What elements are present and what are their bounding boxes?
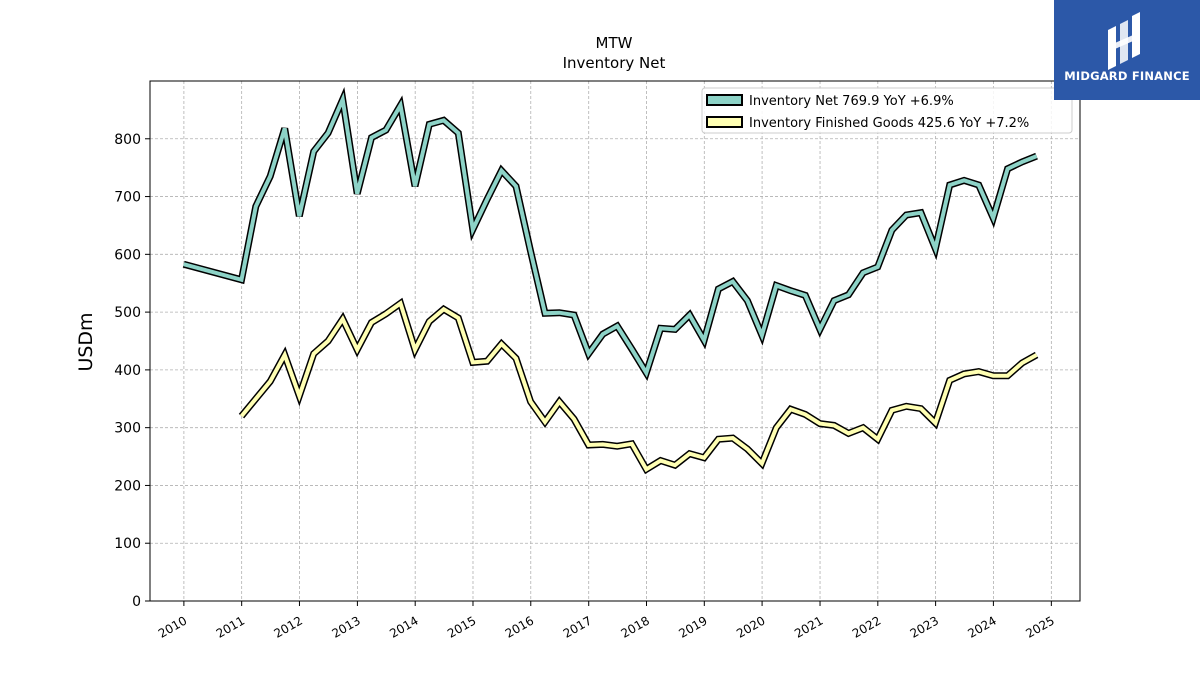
legend-label: Inventory Net 769.9 YoY +6.9% xyxy=(749,94,954,109)
y-tick-label: 0 xyxy=(132,594,141,610)
x-tick-label: 2015 xyxy=(445,613,478,640)
y-tick-label: 500 xyxy=(114,305,141,321)
chart-title: MTW xyxy=(596,34,633,52)
y-tick-label: 800 xyxy=(114,132,141,148)
y-tick-label: 300 xyxy=(114,421,141,437)
legend-label: Inventory Finished Goods 425.6 YoY +7.2% xyxy=(749,116,1029,131)
x-tick-label: 2022 xyxy=(850,613,883,640)
x-tick-label: 2010 xyxy=(156,613,189,640)
legend-swatch xyxy=(706,116,743,128)
x-tick-label: 2024 xyxy=(965,613,998,640)
plot-frame xyxy=(149,80,1081,602)
y-tick-label: 100 xyxy=(114,536,141,552)
legend: Inventory Net 769.9 YoY +6.9% Inventory F… xyxy=(701,87,1073,134)
x-tick-label: 2017 xyxy=(561,613,594,640)
chart-subtitle: Inventory Net xyxy=(563,54,666,72)
x-tick-label: 2014 xyxy=(387,613,420,640)
brand-name: MIDGARD FINANCE xyxy=(1064,69,1190,83)
y-tick-label: 600 xyxy=(114,247,141,263)
y-axis-label: USDm xyxy=(75,312,97,371)
y-tick-label: 200 xyxy=(114,478,141,494)
series-layer xyxy=(182,87,1039,475)
grid xyxy=(150,81,1080,602)
midgard-logo-icon xyxy=(1108,12,1140,70)
legend-swatch xyxy=(706,94,743,106)
x-tick-label: 2013 xyxy=(329,613,362,640)
series-line xyxy=(183,92,1038,378)
x-tick-label: 2020 xyxy=(734,613,767,640)
axes: 0 100 200 300 400 500 600 700 800 2010 2011 2012 201… xyxy=(114,80,1081,641)
series-outline xyxy=(238,297,1039,475)
x-tick-label: 2019 xyxy=(676,613,709,640)
y-tick-label: 700 xyxy=(114,190,141,206)
x-tick-label: 2021 xyxy=(792,613,825,640)
series-line xyxy=(239,300,1038,473)
x-tick-label: 2018 xyxy=(619,613,652,640)
legend-box xyxy=(701,87,1073,134)
brand-logo: MIDGARD FINANCE xyxy=(1054,0,1200,100)
x-tick-label: 2023 xyxy=(908,613,941,640)
x-tick-label: 2016 xyxy=(503,613,536,640)
y-tick-label: 400 xyxy=(114,363,141,379)
x-tick-label: 2011 xyxy=(214,613,247,640)
x-tick-label: 2025 xyxy=(1023,613,1056,640)
x-tick-label: 2012 xyxy=(272,613,305,640)
